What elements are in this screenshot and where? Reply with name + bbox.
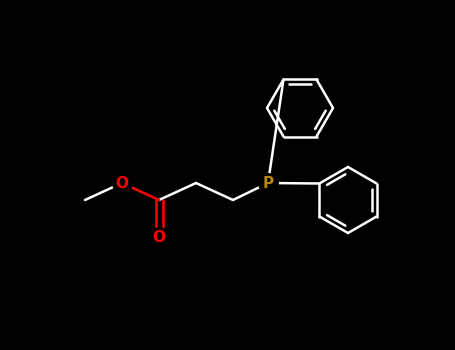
Text: O: O bbox=[152, 230, 166, 245]
Text: P: P bbox=[263, 175, 273, 190]
Text: O: O bbox=[116, 175, 128, 190]
